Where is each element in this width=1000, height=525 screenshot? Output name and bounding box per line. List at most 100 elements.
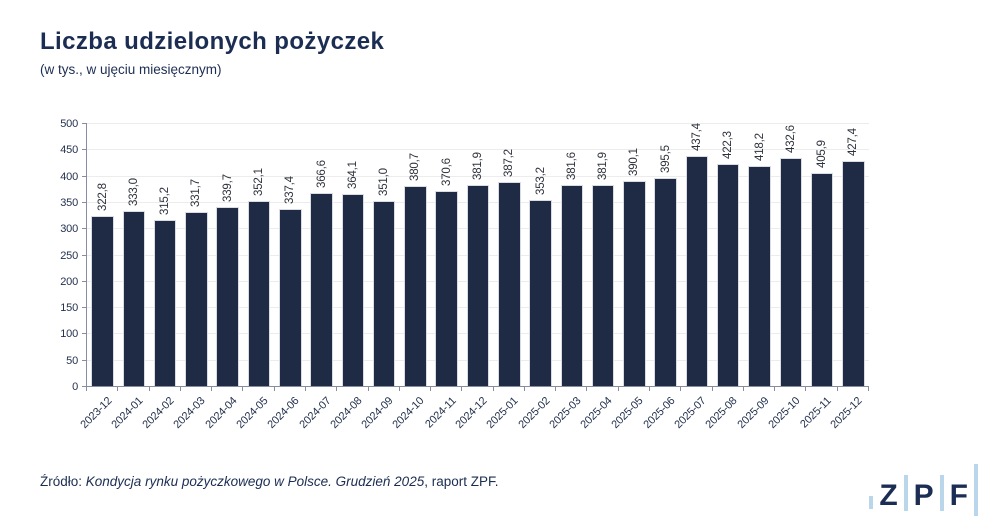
bar-slot: 370,6 2024-11 <box>423 123 462 430</box>
bar-slot: 432,6 2025-10 <box>766 123 806 431</box>
bar-value-label: 437,4 <box>690 123 703 151</box>
bar-slot: 381,9 2024-12 <box>453 123 493 431</box>
y-axis-tick <box>82 280 87 282</box>
source-prefix: Źródło: <box>40 474 86 489</box>
bar-value-label: 370,6 <box>440 158 453 187</box>
bar <box>560 185 584 386</box>
x-axis-tick <box>430 386 432 391</box>
y-axis-tick <box>82 359 87 361</box>
bar <box>122 210 146 386</box>
x-axis-tick-label: 2024-09 <box>359 395 396 432</box>
bar-slot: 380,7 2024-10 <box>391 123 431 431</box>
bar-value-label: 381,9 <box>597 152 610 181</box>
x-axis-tick-label: 2024-04 <box>203 395 240 432</box>
bar <box>748 166 771 386</box>
bar-value-label: 381,6 <box>565 152 578 181</box>
bar-value-label: 337,4 <box>284 175 297 204</box>
bar-slot: 405,9 2025-11 <box>798 123 837 431</box>
bar-value-label: 422,3 <box>722 131 735 159</box>
y-axis-tick <box>82 201 87 203</box>
bar <box>247 200 271 386</box>
x-axis-tick-label: 2025-10 <box>766 395 803 432</box>
bar-slot: 422,3 2025-08 <box>704 123 744 431</box>
y-axis-tick-label: 100 <box>60 328 78 341</box>
y-axis-tick-label: 250 <box>60 249 78 262</box>
x-axis-tick <box>273 386 275 391</box>
bar <box>153 220 177 386</box>
x-axis-tick-label: 2024-02 <box>140 395 177 432</box>
bar-value-label: 364,1 <box>346 161 359 190</box>
bar <box>404 185 427 386</box>
bar-slot: 337,4 2024-06 <box>266 123 306 431</box>
logo-letter-p: P <box>913 479 934 512</box>
x-axis-tick-label: 2024-10 <box>390 395 427 432</box>
chart-title: Liczba udzielonych pożyczek <box>40 28 385 55</box>
logo-letter-f: F <box>949 479 968 512</box>
y-axis-tick <box>82 254 87 256</box>
bar-slot: 331,7 2024-03 <box>172 123 212 431</box>
bar-slot: 322,8 2023-12 <box>78 123 118 431</box>
bar-value-label: 331,7 <box>190 178 203 207</box>
bar-slot: 437,4 2025-07 <box>672 123 712 431</box>
bar-slot: 333,0 2024-01 <box>109 123 149 431</box>
bar <box>529 200 552 386</box>
bar-value-label: 432,6 <box>784 125 797 154</box>
bar-value-label: 322,8 <box>96 183 109 212</box>
bar <box>716 163 740 386</box>
source-suffix: , raport ZPF. <box>424 474 499 489</box>
bar <box>185 211 208 386</box>
x-axis-tick-label: 2024-08 <box>328 395 365 432</box>
x-axis-tick-label: 2025-09 <box>734 395 772 432</box>
bar-slot: 364,1 2024-08 <box>328 123 368 431</box>
bar <box>216 207 239 386</box>
bar <box>279 208 302 386</box>
bar-slot: 395,5 2025-06 <box>641 123 681 431</box>
y-axis-tick-label: 0 <box>72 381 78 393</box>
bar <box>685 155 709 386</box>
source-report-title: Kondycja rynku pożyczkowego w Polsce. Gr… <box>85 474 425 489</box>
bar-value-label: 339,7 <box>221 174 234 203</box>
bar <box>372 201 396 386</box>
bar-value-label: 427,4 <box>847 128 860 157</box>
bar <box>498 182 521 386</box>
y-axis-tick <box>82 386 87 387</box>
bar <box>654 177 677 386</box>
x-axis-tick <box>586 386 588 391</box>
zpf-logo: Z P F <box>869 464 978 516</box>
bar-value-label: 315,2 <box>159 187 172 216</box>
gridline <box>87 149 869 151</box>
bar-slot: 351,0 2024-09 <box>360 123 400 431</box>
bar <box>466 185 490 386</box>
x-axis-tick <box>711 386 713 391</box>
source-note: Źródło: Kondycja rynku pożyczkowego w Po… <box>40 474 499 489</box>
x-axis-tick <box>336 386 338 391</box>
x-axis-tick-label: 2025-03 <box>547 395 584 432</box>
bar <box>842 161 865 386</box>
bar-value-label: 390,1 <box>628 148 641 176</box>
bar-value-label: 333,0 <box>127 178 140 206</box>
x-axis-tick-label: 2025-07 <box>672 395 709 432</box>
logo-letter-z: Z <box>879 479 898 512</box>
x-axis-tick-label: 2025-06 <box>641 395 678 432</box>
bar-value-label: 381,9 <box>471 152 484 181</box>
x-axis-tick <box>555 386 557 391</box>
logo-accent-bar <box>869 496 874 509</box>
x-axis-tick <box>398 386 400 391</box>
y-axis-tick <box>82 149 87 151</box>
bar-value-label: 366,6 <box>315 160 328 189</box>
bar-slot: 352,1 2024-05 <box>234 123 274 431</box>
y-axis-tick <box>82 228 87 230</box>
x-axis-tick <box>868 386 869 391</box>
x-axis-tick-label: 2024-06 <box>265 395 302 432</box>
y-axis-tick-label: 500 <box>60 118 78 130</box>
y-axis-tick-label: 150 <box>60 302 78 315</box>
logo-accent-bar <box>974 464 978 516</box>
x-axis-tick <box>304 386 306 391</box>
y-axis-tick-label: 350 <box>60 196 78 209</box>
bar-slot: 381,6 2025-03 <box>547 123 587 432</box>
x-axis-tick-label: 2024-01 <box>109 395 146 432</box>
x-axis-tick <box>367 386 369 391</box>
y-axis-tick-label: 400 <box>60 170 78 183</box>
y-axis-tick <box>82 123 87 124</box>
